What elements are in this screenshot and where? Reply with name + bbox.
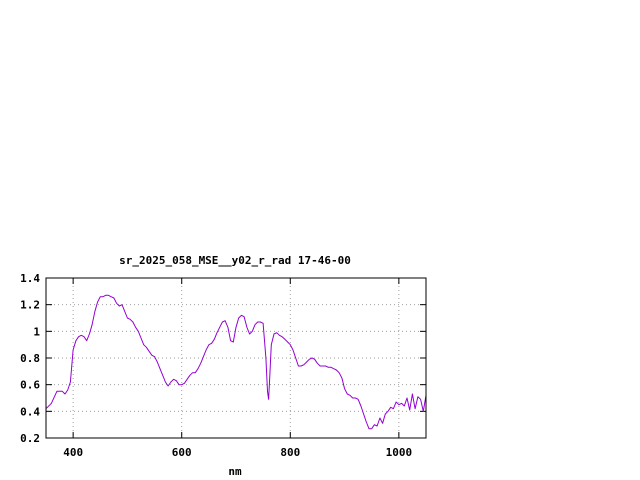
y-tick-label: 1.4 xyxy=(20,272,40,285)
x-tick-label: 1000 xyxy=(386,446,413,459)
y-tick-label: 0.4 xyxy=(20,405,40,418)
x-tick-label: 800 xyxy=(280,446,300,459)
axes xyxy=(46,277,426,439)
series-line xyxy=(45,294,427,430)
tick-labels: 0.2 0.4 0.6 0.8 1 1.2 1.4 400 600 800 1000 xyxy=(20,272,412,459)
y-tick-label: 0.8 xyxy=(20,352,40,365)
y-tick-label: 1 xyxy=(33,325,40,338)
y-tick-label: 0.6 xyxy=(20,379,40,392)
grid xyxy=(46,278,426,438)
x-axis-label: nm xyxy=(228,465,242,478)
chart-title: sr_2025_058_MSE__y02_r_rad 17-46-00 xyxy=(119,254,351,267)
y-tick-label: 0.2 xyxy=(20,432,40,445)
x-tick-label: 600 xyxy=(172,446,192,459)
y-tick-label: 1.2 xyxy=(20,299,40,312)
series-layer xyxy=(45,294,427,430)
plot-frame xyxy=(45,277,427,439)
x-tick-label: 400 xyxy=(63,446,83,459)
